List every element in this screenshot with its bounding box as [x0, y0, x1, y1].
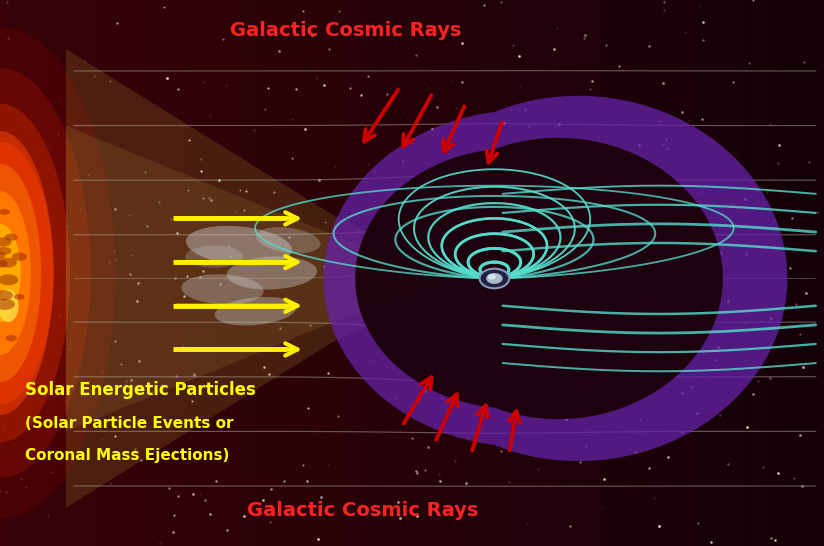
Ellipse shape	[14, 294, 25, 300]
Text: Solar Energetic Particles: Solar Energetic Particles	[25, 382, 255, 399]
Ellipse shape	[0, 104, 70, 442]
Ellipse shape	[0, 191, 30, 355]
Ellipse shape	[4, 234, 18, 241]
Circle shape	[480, 269, 509, 288]
Polygon shape	[66, 49, 453, 508]
Ellipse shape	[12, 252, 27, 261]
Polygon shape	[66, 126, 461, 431]
Ellipse shape	[185, 246, 243, 268]
Ellipse shape	[0, 247, 12, 255]
Ellipse shape	[0, 224, 21, 322]
Ellipse shape	[0, 209, 10, 215]
Ellipse shape	[6, 335, 17, 341]
Ellipse shape	[0, 142, 54, 404]
Ellipse shape	[0, 164, 41, 382]
Circle shape	[488, 274, 496, 280]
Circle shape	[486, 273, 503, 284]
Ellipse shape	[0, 258, 17, 268]
Ellipse shape	[227, 257, 317, 289]
Text: (Solar Particle Events or: (Solar Particle Events or	[25, 416, 233, 431]
Ellipse shape	[0, 251, 5, 260]
Ellipse shape	[0, 238, 12, 247]
Ellipse shape	[0, 68, 91, 478]
Ellipse shape	[186, 226, 292, 265]
Ellipse shape	[215, 297, 296, 325]
Ellipse shape	[0, 289, 18, 322]
Text: Galactic Cosmic Rays: Galactic Cosmic Rays	[247, 501, 478, 520]
Text: Coronal Mass Ejections): Coronal Mass Ejections)	[25, 448, 229, 464]
Ellipse shape	[181, 274, 264, 305]
Ellipse shape	[0, 131, 54, 415]
Ellipse shape	[256, 227, 321, 253]
Text: Galactic Cosmic Rays: Galactic Cosmic Rays	[231, 21, 461, 39]
Polygon shape	[355, 138, 723, 419]
Polygon shape	[324, 96, 787, 461]
Ellipse shape	[0, 290, 13, 300]
Ellipse shape	[0, 274, 18, 285]
Ellipse shape	[0, 27, 115, 519]
Ellipse shape	[0, 299, 15, 310]
Ellipse shape	[0, 260, 7, 268]
